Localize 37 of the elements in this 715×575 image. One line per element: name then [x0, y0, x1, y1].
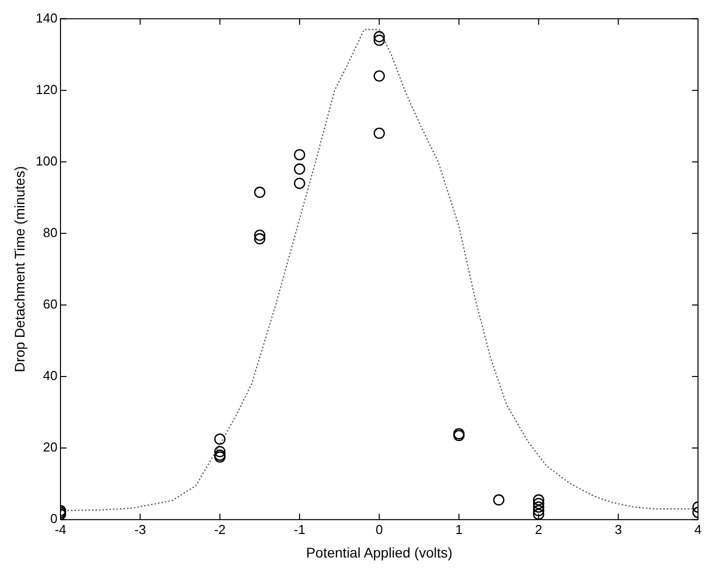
point	[254, 233, 266, 244]
x-tick-label: 1	[455, 522, 463, 537]
point	[214, 433, 226, 445]
y-tick-label: 0	[50, 511, 58, 526]
x-axis-title: Potential Applied (volts)	[306, 544, 452, 560]
point	[532, 508, 544, 520]
x-tick-label: -1	[294, 522, 306, 537]
x-tick-label: -2	[214, 522, 226, 537]
x-tick-label: -3	[134, 522, 146, 537]
y-tick-label: 60	[43, 296, 58, 312]
y-tick-label: 40	[43, 368, 58, 384]
point	[254, 230, 266, 241]
point	[532, 501, 544, 513]
point	[374, 128, 385, 139]
point	[493, 494, 504, 506]
y-axis-title: Drop Detachment Time (minutes)	[11, 166, 28, 372]
x-tick-label: 3	[614, 522, 622, 537]
y-tick-label: 120	[36, 82, 58, 97]
y-tick-label: 80	[43, 225, 58, 240]
point	[294, 163, 306, 175]
point	[532, 505, 544, 516]
point	[294, 178, 306, 189]
x-tick-label: 0	[376, 522, 383, 537]
point	[374, 70, 385, 82]
point	[254, 186, 266, 198]
point	[294, 149, 306, 160]
point	[374, 31, 385, 42]
x-tick-label: -4	[54, 522, 66, 537]
x-tick-label: 4	[694, 522, 702, 537]
y-tick-label: 100	[36, 153, 58, 168]
point	[374, 34, 385, 46]
y-tick-label: 20	[43, 440, 58, 455]
y-tick-label: 140	[36, 10, 58, 26]
point	[532, 498, 544, 510]
point	[532, 494, 544, 506]
x-tick-label: 2	[535, 522, 542, 537]
point	[214, 446, 226, 458]
